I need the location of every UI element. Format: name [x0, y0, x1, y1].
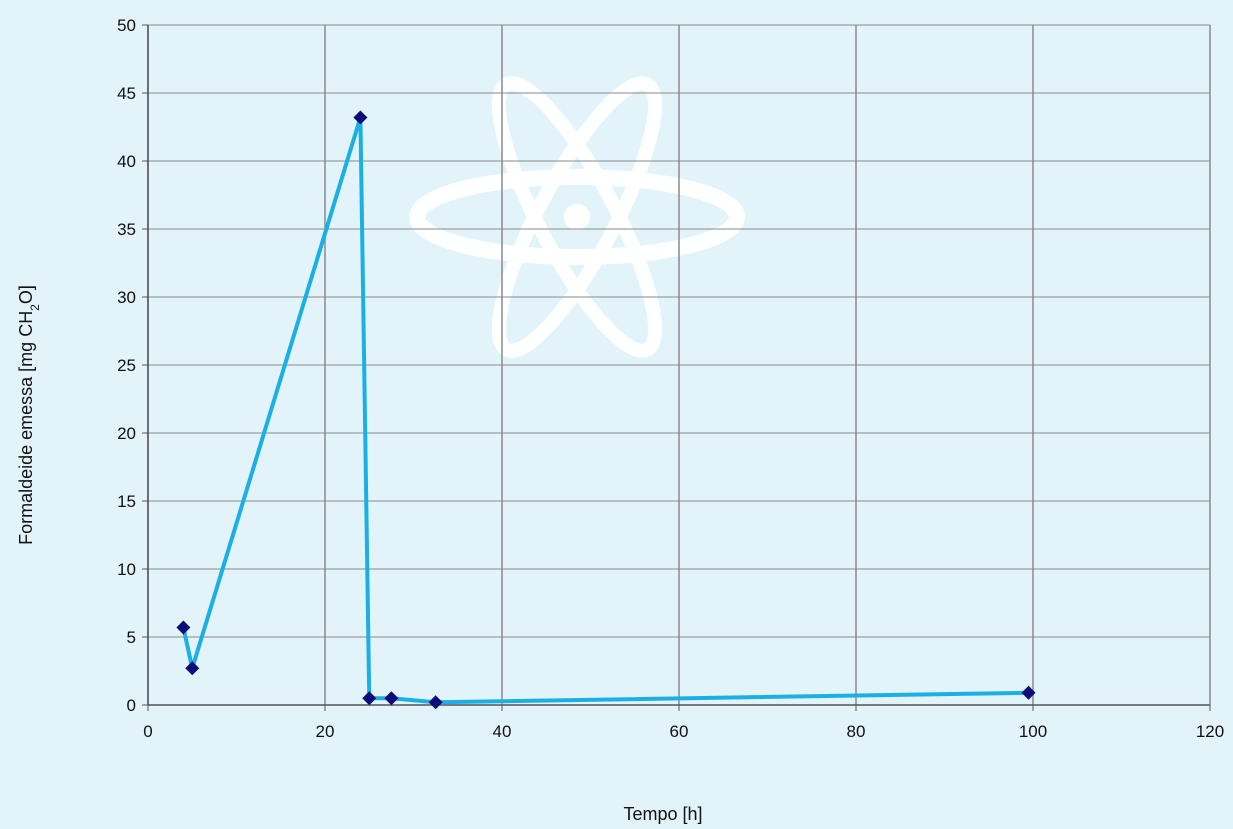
atom-nucleus	[564, 204, 590, 230]
x-tick-labels: 0 20 40 60 80 100 120	[143, 722, 1224, 741]
atom-orbit	[409, 169, 745, 265]
x-tick-label: 20	[316, 722, 335, 741]
x-axis-title: Tempo [h]	[623, 804, 702, 824]
y-axis-title-suffix: O]	[16, 285, 36, 304]
y-tick-label: 10	[117, 560, 136, 579]
y-tick-label: 50	[117, 16, 136, 35]
y-tick-label: 30	[117, 288, 136, 307]
data-point	[353, 110, 368, 125]
data-point	[1021, 685, 1036, 700]
y-axis-title: Formaldeide emessa [mg CH2O]	[16, 285, 42, 545]
y-tick-labels: 0 5 10 15 20 25 30 35 40 45 50	[117, 16, 136, 715]
data-point	[362, 691, 377, 706]
y-tick-label: 15	[117, 492, 136, 511]
data-series	[176, 110, 1036, 710]
y-tick-label: 45	[117, 84, 136, 103]
gridlines	[147, 24, 1211, 706]
data-point	[185, 661, 200, 676]
x-tick-label: 60	[670, 722, 689, 741]
data-point	[428, 695, 443, 710]
data-point	[176, 620, 191, 635]
atom-orbit	[491, 76, 663, 358]
y-tick-label: 40	[117, 152, 136, 171]
atom-orbit	[491, 76, 663, 358]
x-tick-label: 100	[1019, 722, 1047, 741]
y-tick-label: 5	[127, 628, 136, 647]
y-tick-label: 20	[117, 424, 136, 443]
y-tick-label: 25	[117, 356, 136, 375]
y-axis-title-prefix: Formaldeide emessa [mg CH	[16, 311, 36, 545]
x-tick-label: 120	[1196, 722, 1224, 741]
y-axis-title-subscript: 2	[28, 304, 42, 311]
atom-icon	[409, 76, 745, 358]
data-point	[384, 691, 399, 706]
y-tick-label: 0	[127, 696, 136, 715]
x-tick-label: 40	[493, 722, 512, 741]
x-tick-label: 80	[847, 722, 866, 741]
x-tick-label: 0	[143, 722, 152, 741]
axes	[142, 24, 1211, 711]
y-tick-label: 35	[117, 220, 136, 239]
